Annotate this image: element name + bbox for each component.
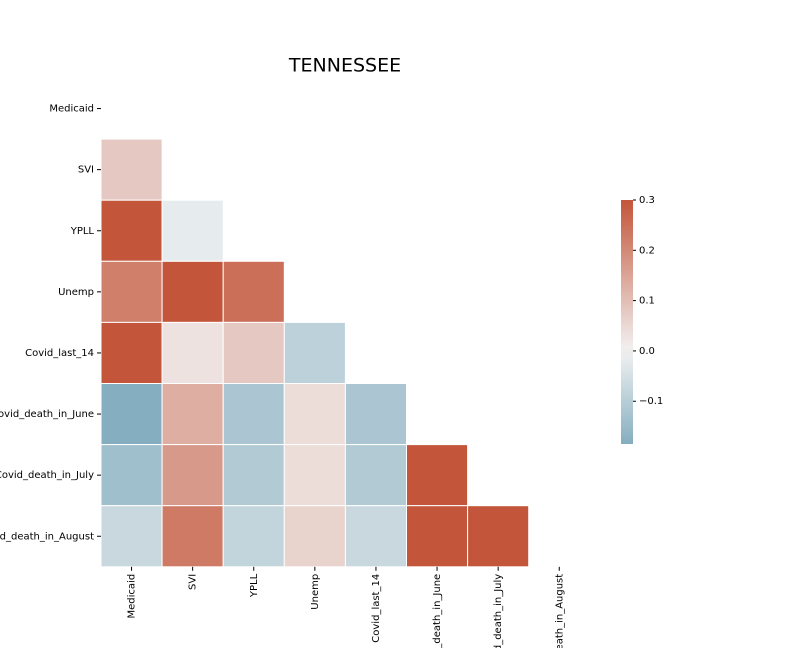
y-tick-label: Covid_death_in_August: [0, 531, 94, 542]
colorbar-tick-label: 0.0: [639, 346, 655, 357]
colorbar: [621, 200, 633, 444]
chart-title: TENNESSEE: [288, 55, 401, 77]
colorbar-tick-label: 0.3: [639, 195, 655, 206]
heatmap-cell: [222, 321, 285, 384]
heatmap-cell: [222, 260, 285, 323]
y-tick-label: Covid_last_14: [25, 348, 94, 359]
heatmap-cell: [161, 505, 224, 568]
heatmap-cell: [161, 444, 224, 507]
heatmap-cell: [344, 505, 407, 568]
heatmap-cell: [222, 505, 285, 568]
x-tick-label: YPLL: [249, 573, 260, 598]
x-tick-label: Medicaid: [127, 574, 138, 619]
heatmap-cell: [222, 444, 285, 507]
heatmap-cell: [283, 383, 346, 446]
colorbar-tick-label: 0.2: [639, 245, 655, 256]
heatmap-cell: [283, 321, 346, 384]
x-tick-label: Unemp: [310, 574, 321, 610]
heatmap-cell: [406, 505, 469, 568]
x-tick-label: Covid_last_14: [371, 574, 382, 643]
heatmap-cell: [283, 505, 346, 568]
y-tick-label: Unemp: [58, 287, 94, 298]
heatmap-cell: [161, 383, 224, 446]
heatmap-cell: [344, 444, 407, 507]
heatmap-cell: [222, 383, 285, 446]
heatmap-cell: [100, 321, 163, 384]
heatmap-cell: [161, 321, 224, 384]
heatmap-cell: [161, 260, 224, 323]
heatmap-cell: [100, 383, 163, 446]
heatmap-cell: [100, 505, 163, 568]
y-tick-label: Medicaid: [49, 104, 94, 115]
y-tick-label: SVI: [78, 165, 94, 176]
heatmap-cell: [100, 444, 163, 507]
heatmap-cell: [100, 138, 163, 201]
heatmap-cell: [100, 199, 163, 262]
y-tick-label: YPLL: [70, 226, 95, 237]
heatmap-cell: [467, 505, 530, 568]
x-tick-label: Covid_death_in_August: [554, 574, 565, 648]
colorbar-tick-label: −0.1: [639, 396, 663, 407]
heatmap-cell: [344, 383, 407, 446]
x-tick-label: SVI: [188, 574, 199, 590]
heatmap-cell: [100, 260, 163, 323]
x-tick-label: Covid_death_in_July: [493, 574, 504, 648]
y-tick-label: Covid_death_in_July: [0, 470, 94, 481]
y-tick-label: Covid_death_in_June: [0, 409, 94, 420]
x-tick-label: Covid_death_in_June: [432, 574, 443, 648]
heatmap-cell: [406, 444, 469, 507]
colorbar-tick-label: 0.1: [639, 296, 655, 307]
heatmap-cell: [283, 444, 346, 507]
heatmap-cell: [161, 199, 224, 262]
